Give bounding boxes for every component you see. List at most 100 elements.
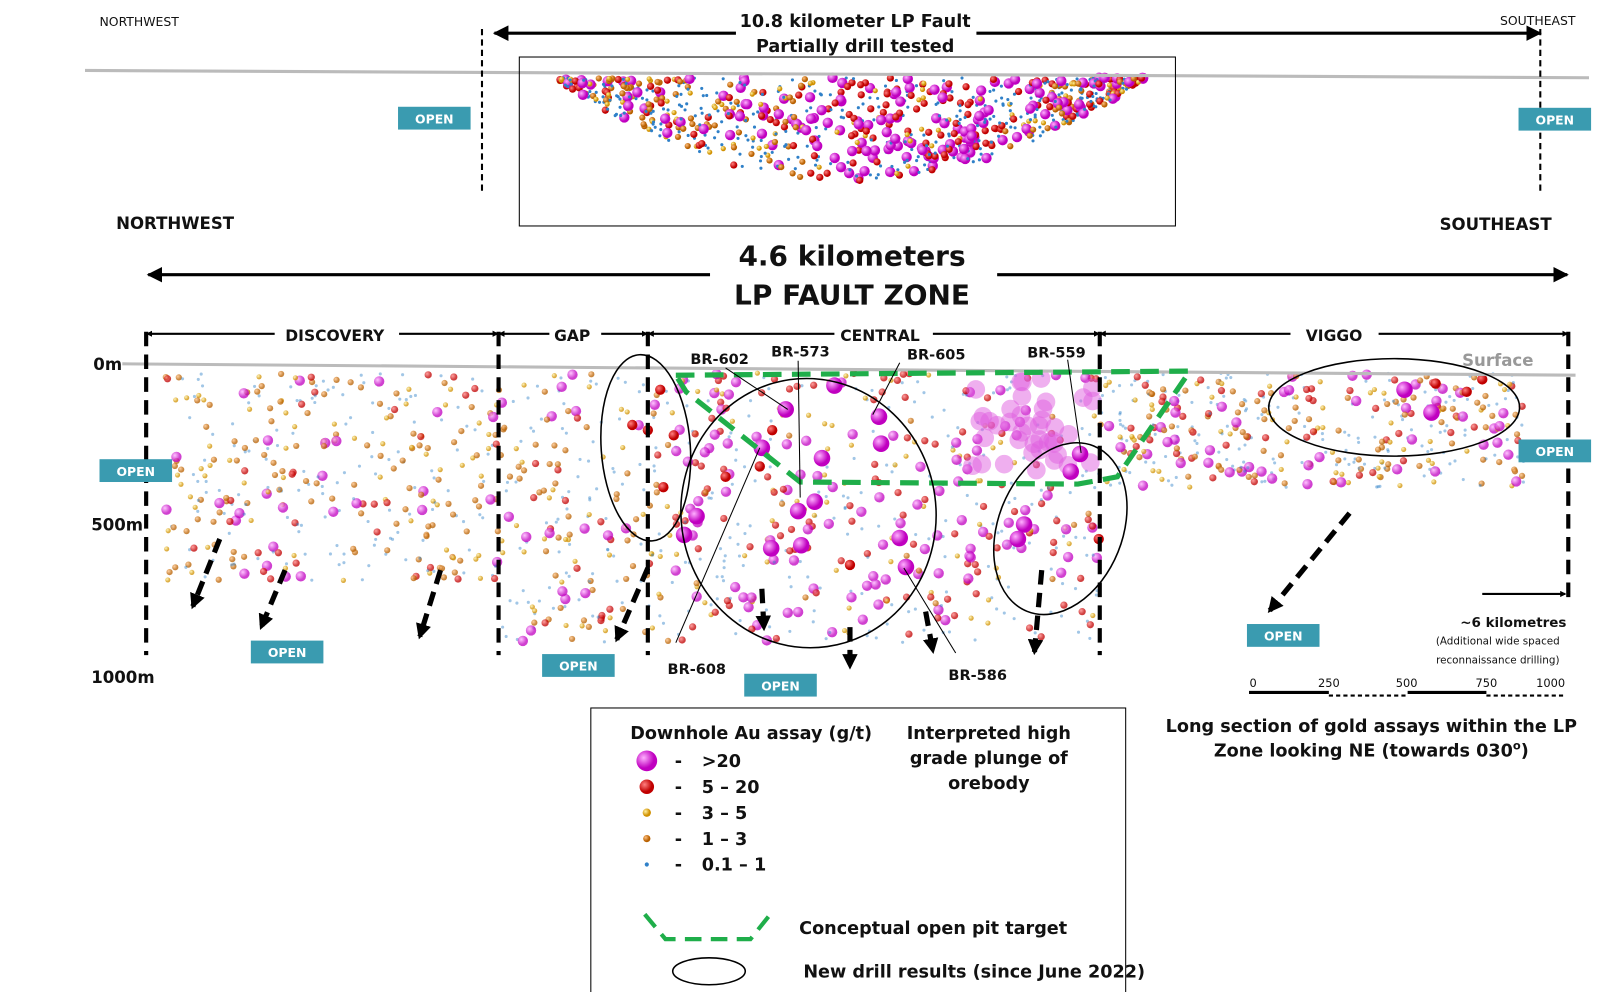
assay-dot xyxy=(787,157,791,161)
assay-dot xyxy=(1334,463,1339,467)
assay-dot xyxy=(494,528,501,535)
assay-dot xyxy=(1427,438,1433,445)
assay-dot xyxy=(1386,449,1390,453)
assay-dot xyxy=(244,499,251,507)
assay-dot xyxy=(982,139,990,147)
open-tag: OPEN xyxy=(398,106,471,130)
assay-dot xyxy=(468,403,475,411)
assay-dot xyxy=(604,101,610,107)
assay-dot xyxy=(730,105,736,111)
assay-dot xyxy=(1357,465,1365,473)
assay-dot xyxy=(873,599,884,610)
assay-dot xyxy=(846,145,858,157)
assay-dot xyxy=(302,469,306,473)
assay-dot xyxy=(742,98,753,110)
assay-dot xyxy=(292,424,298,430)
legend-plunge: Interpreted high xyxy=(907,724,1071,744)
assay-dot xyxy=(1059,614,1064,618)
assay-dot xyxy=(890,133,901,144)
assay-dot xyxy=(430,507,435,512)
assay-dot xyxy=(374,537,378,541)
assay-dot xyxy=(1007,143,1014,150)
assay-dot xyxy=(184,395,190,401)
assay-dot xyxy=(233,457,240,464)
assay-dot xyxy=(1376,474,1382,480)
assay-dot xyxy=(320,443,328,450)
assay-dot xyxy=(933,568,944,579)
assay-dot xyxy=(421,538,425,542)
assay-dot xyxy=(623,380,627,384)
assay-dot xyxy=(1068,491,1072,495)
assay-dot xyxy=(1168,423,1176,430)
assay-dot xyxy=(904,131,910,138)
assay-dot xyxy=(1209,401,1213,405)
assay-dot xyxy=(1091,413,1097,419)
assay-dot xyxy=(867,105,875,113)
assay-dot xyxy=(940,614,951,626)
assay-dot xyxy=(364,442,371,449)
assay-dot xyxy=(561,496,570,505)
assay-dot xyxy=(846,605,852,611)
assay-dot xyxy=(888,559,894,565)
assay-dot xyxy=(1006,585,1011,589)
assay-dot xyxy=(914,84,919,88)
assay-dot xyxy=(1141,448,1147,455)
assay-dot xyxy=(874,492,885,503)
assay-dot xyxy=(951,530,959,538)
assay-dot xyxy=(777,86,783,92)
caption-sup: o xyxy=(1513,738,1521,752)
open-tag: OPEN xyxy=(744,673,817,697)
assay-dot xyxy=(384,552,388,556)
assay-dot xyxy=(876,173,880,177)
assay-dot xyxy=(370,455,374,459)
assay-dot xyxy=(650,553,655,557)
assay-dot xyxy=(860,591,864,596)
assay-dot xyxy=(892,113,900,121)
assay-dot xyxy=(782,118,789,125)
assay-dot xyxy=(1000,529,1004,533)
assay-dot xyxy=(266,485,270,489)
assay-dot xyxy=(624,81,628,85)
assay-dot xyxy=(921,495,929,504)
assay-dot xyxy=(173,397,179,403)
assay-dot xyxy=(1187,484,1193,490)
assay-dot xyxy=(706,399,710,403)
zone-label: DISCOVERY xyxy=(285,327,385,345)
assay-dot xyxy=(1449,405,1456,412)
assay-dot xyxy=(426,569,430,573)
assay-dot xyxy=(1094,91,1098,96)
assay-dot xyxy=(432,476,436,480)
assay-dot xyxy=(1346,386,1354,395)
assay-dot xyxy=(285,515,289,520)
assay-dot xyxy=(550,487,556,493)
assay-dot xyxy=(715,91,719,95)
assay-dot xyxy=(439,374,443,378)
assay-dot xyxy=(1227,431,1233,437)
assay-dot xyxy=(1043,81,1047,85)
assay-dot xyxy=(591,440,595,444)
assay-dot xyxy=(657,532,661,536)
title: LP FAULT ZONE xyxy=(734,279,970,312)
assay-dot xyxy=(520,467,528,474)
assay-dot xyxy=(700,111,704,115)
assay-dot xyxy=(713,136,717,140)
assay-dot xyxy=(931,152,939,160)
assay-dot xyxy=(588,496,592,500)
assay-dot xyxy=(1376,485,1380,489)
assay-dot xyxy=(297,488,301,492)
open-label: OPEN xyxy=(559,659,598,674)
assay-dot xyxy=(1061,582,1065,586)
assay-dot xyxy=(196,479,200,483)
assay-dot xyxy=(390,465,397,472)
assay-dot xyxy=(373,528,381,536)
assay-dot xyxy=(645,101,652,108)
assay-dot xyxy=(214,497,225,509)
assay-dot xyxy=(624,537,631,544)
assay-dot xyxy=(1256,416,1260,420)
assay-dot xyxy=(664,441,672,449)
assay-dot xyxy=(1305,416,1313,423)
assay-dot xyxy=(907,91,915,100)
assay-dot xyxy=(917,170,921,174)
assay-dot xyxy=(886,74,895,82)
assay-dot xyxy=(716,130,720,134)
